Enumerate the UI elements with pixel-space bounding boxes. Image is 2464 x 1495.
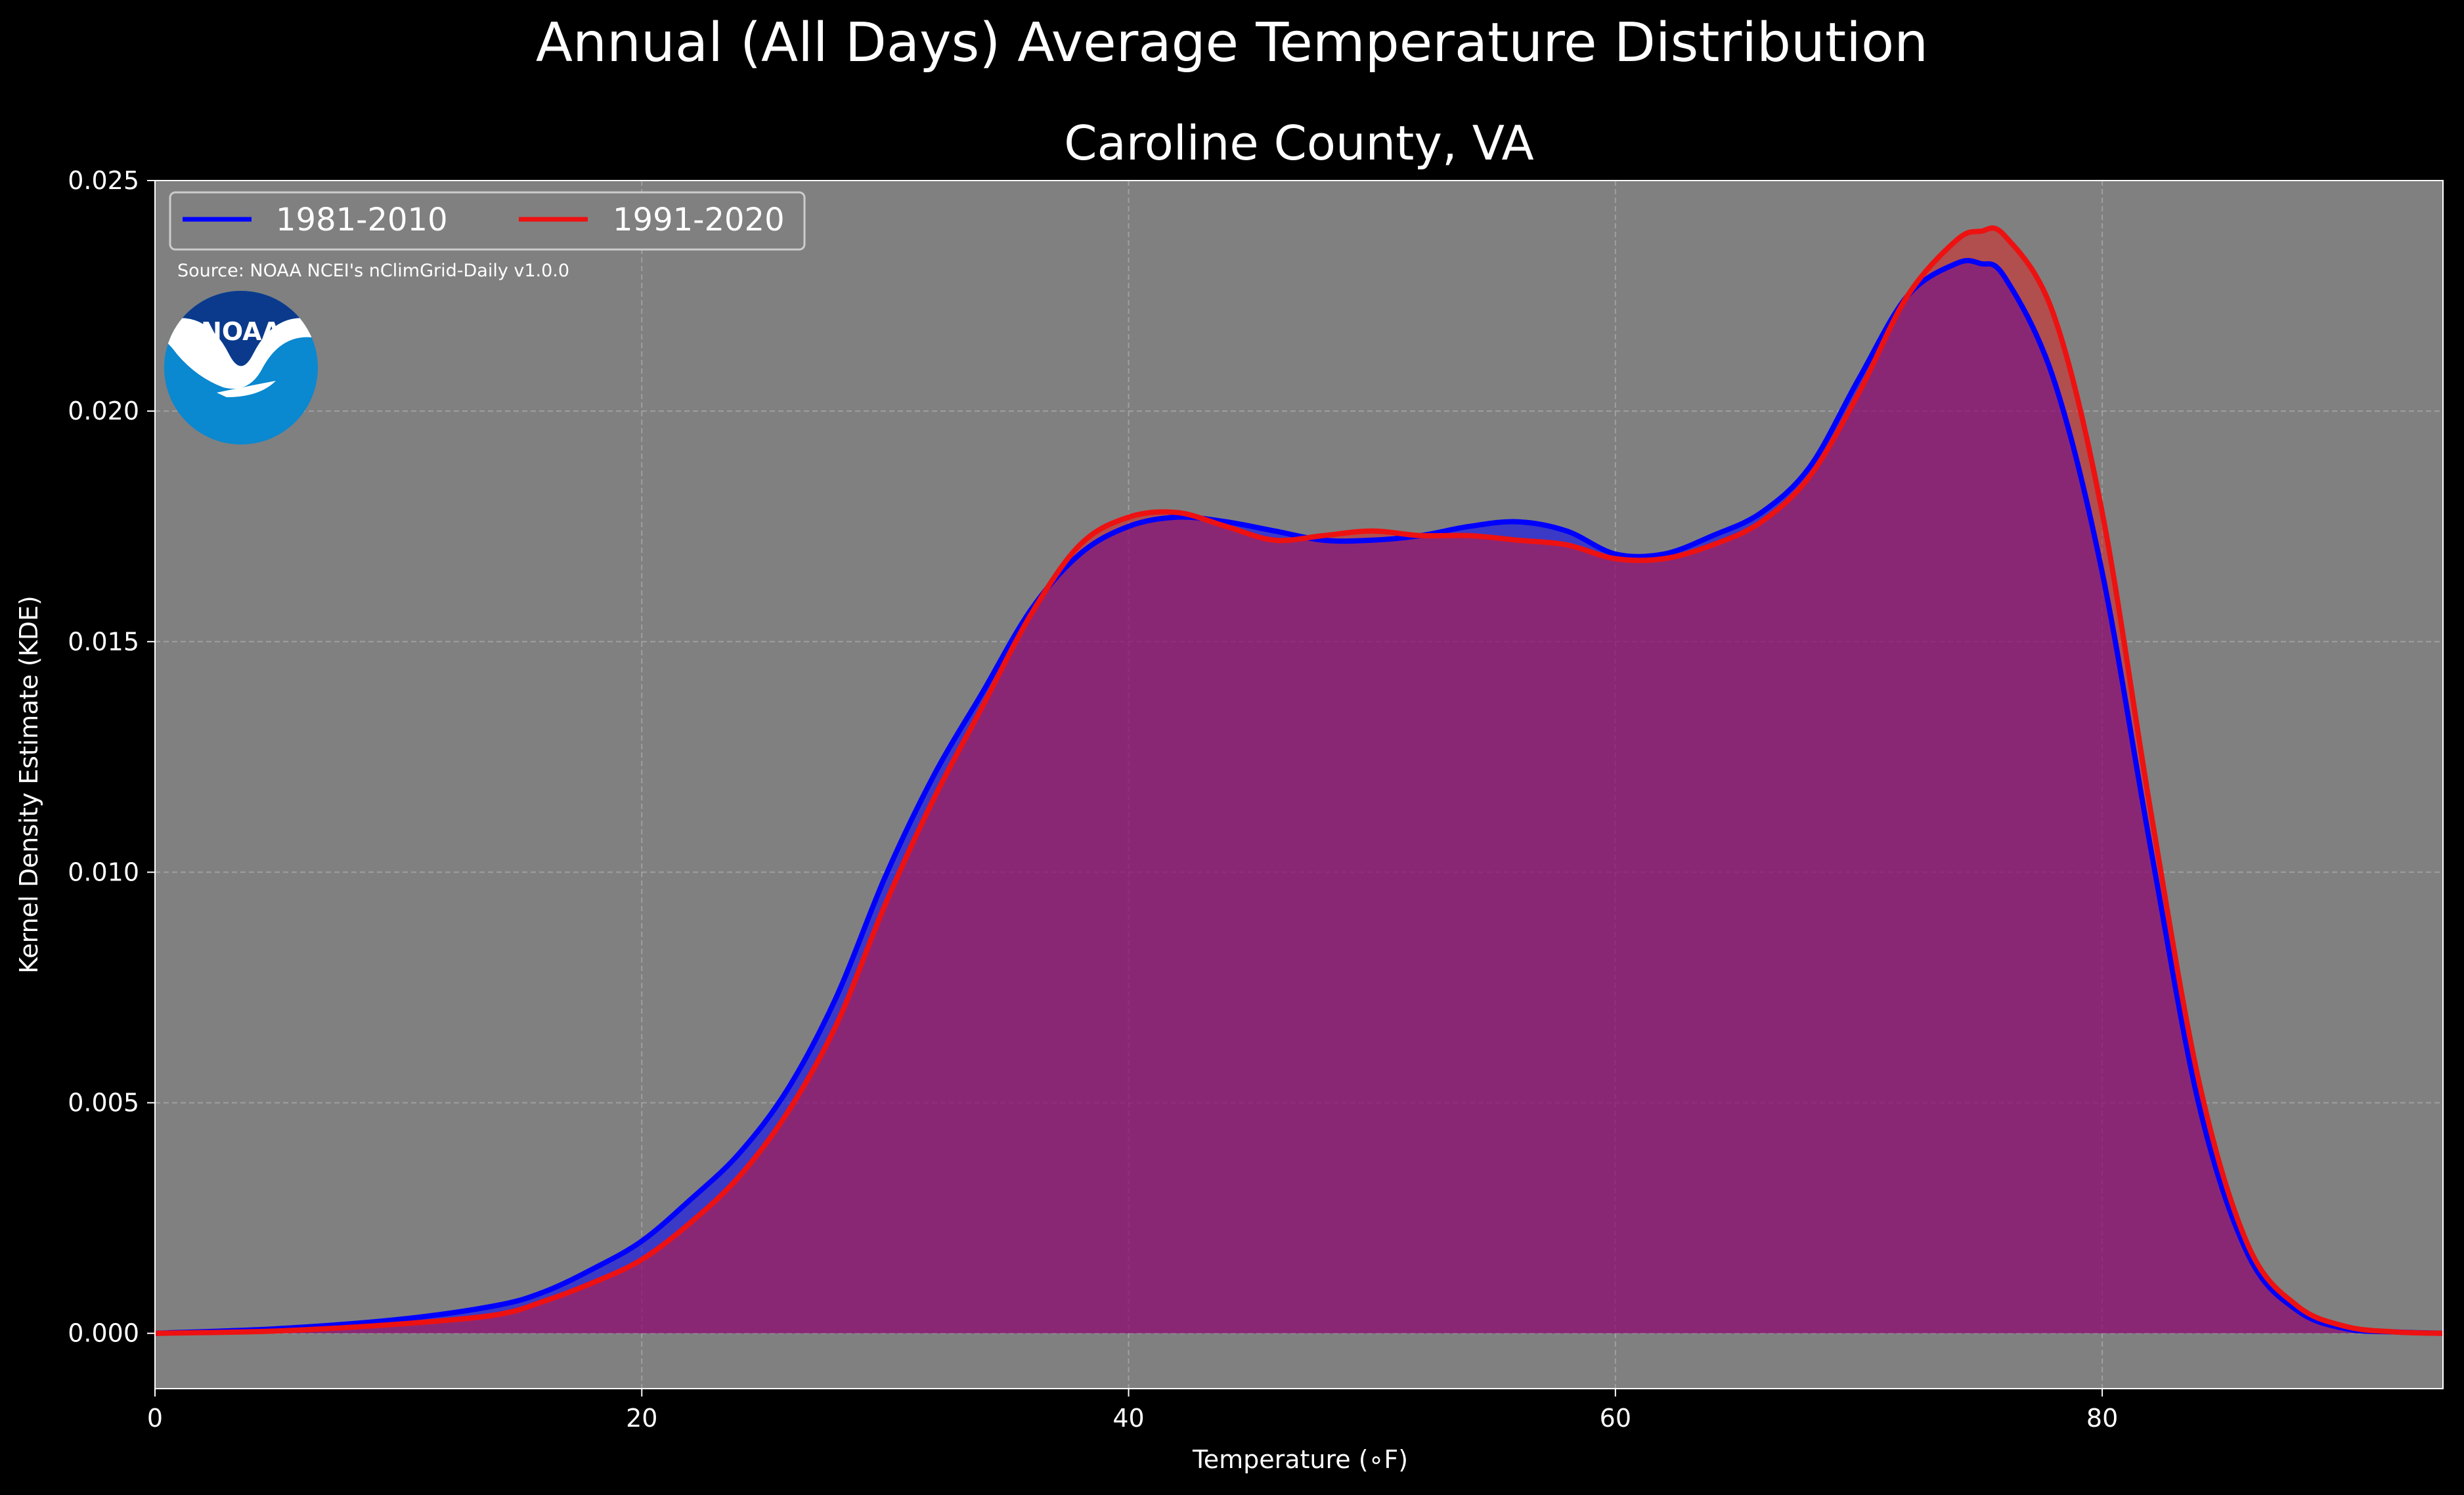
y-tick-label: 0.020 [68,397,139,425]
series-line-1981-2010 [154,257,2444,1336]
x-tick-label: 40 [1112,1404,1144,1433]
y-tick-label: 0.005 [68,1089,139,1117]
noaa-logo-bird-tail [217,381,276,397]
plot-frame [154,180,2444,1389]
x-tick-label: 80 [2086,1404,2118,1433]
noaa-logo-text: NOAA [201,317,281,346]
axes: 0 20 40 60 80 0.000 0.005 0.010 0.015 0.020 0.025 [68,166,2444,1433]
y-tick-label: 0.010 [68,857,139,886]
noaa-logo-sky [164,291,318,366]
chart-title: Annual (All Days) Average Temperature Di… [536,12,1928,74]
legend: 1981-2010 1991-2020 [169,191,806,251]
legend-label-1991-2020: 1991-2020 [613,202,785,238]
legend-box [169,191,806,251]
x-tick-label: 20 [626,1404,657,1433]
series-area-1981-2010 [155,260,2443,1333]
legend-label-1981-2010: 1981-2010 [276,202,448,238]
x-tick-label: 0 [147,1404,163,1433]
chart-subtitle: Caroline County, VA [1064,116,1533,171]
noaa-logo: NOAA [164,291,318,444]
noaa-logo-bird [164,318,318,389]
series-line-1991-2020 [154,225,2444,1336]
series-area-1991-2020 [155,228,2443,1333]
series-areas [155,228,2443,1333]
y-axis-label: Kernel Density Estimate (KDE) [14,596,43,974]
series-lines [154,225,2444,1336]
y-tick-label: 0.025 [68,166,139,195]
x-axis-label: Temperature (∘F) [1192,1445,1408,1474]
y-tick-label: 0.000 [68,1319,139,1348]
y-tick-label: 0.015 [68,627,139,656]
source-note: Source: NOAA NCEI's nClimGrid-Daily v1.0… [177,261,569,281]
x-tick-label: 60 [1600,1404,1631,1433]
